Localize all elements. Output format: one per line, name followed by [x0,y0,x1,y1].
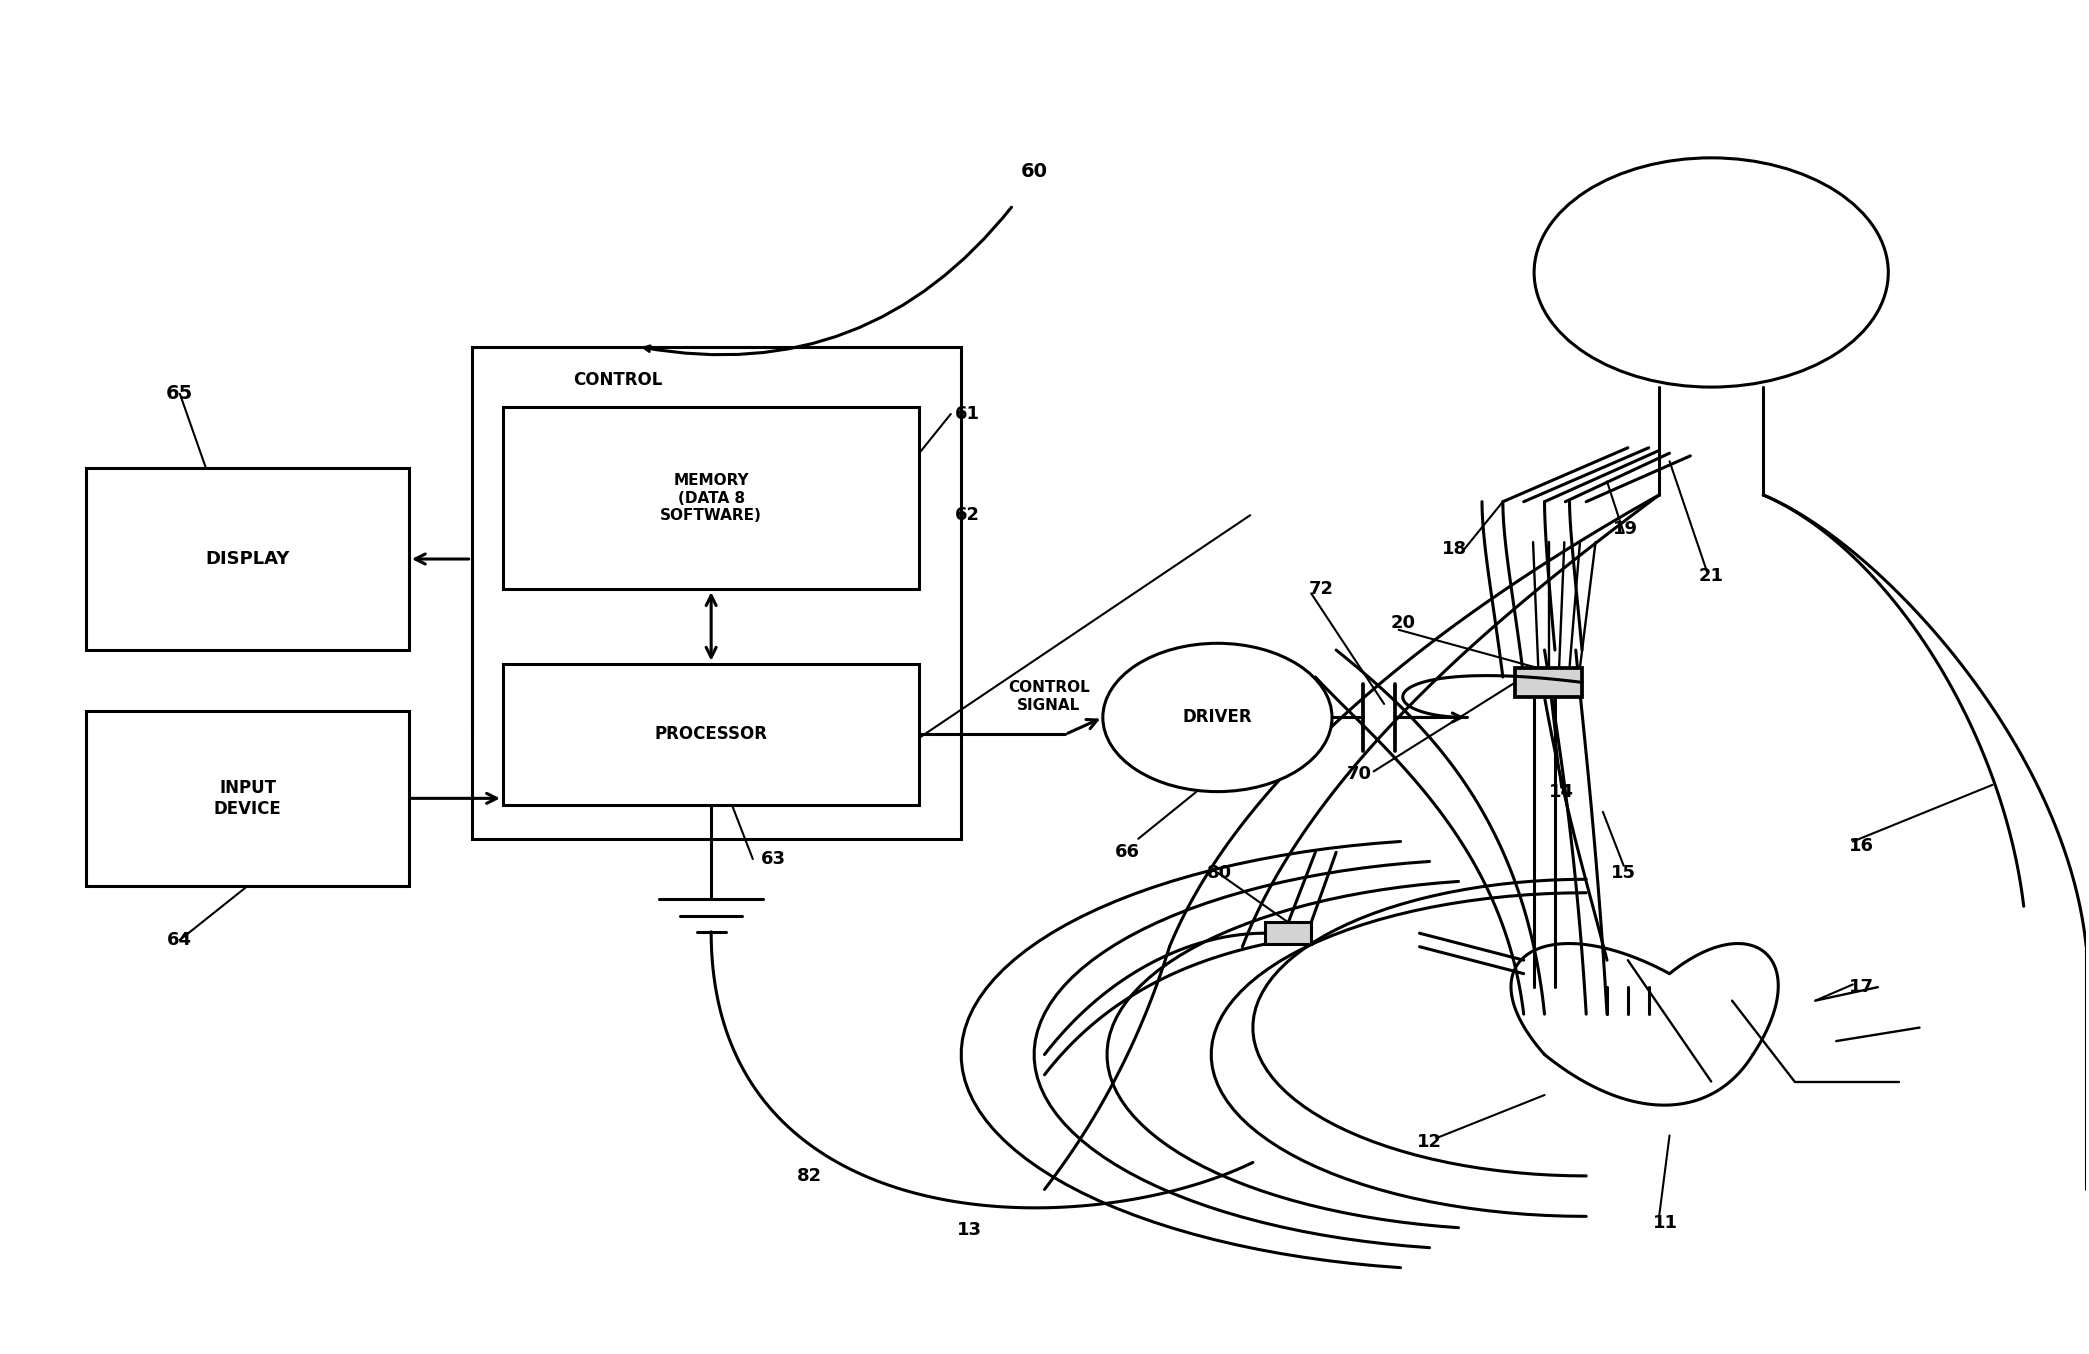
Text: 61: 61 [955,405,980,422]
Text: 80: 80 [1207,864,1233,881]
Text: 21: 21 [1698,567,1723,585]
Text: 20: 20 [1391,615,1416,632]
Text: 18: 18 [1441,540,1466,558]
Text: 72: 72 [1310,581,1335,598]
Text: 11: 11 [1652,1215,1677,1232]
Text: MEMORY
(DATA 8
SOFTWARE): MEMORY (DATA 8 SOFTWARE) [660,474,762,523]
Text: 63: 63 [760,850,785,868]
FancyBboxPatch shape [1515,668,1581,697]
Text: 16: 16 [1849,837,1874,854]
Text: 70: 70 [1347,765,1372,783]
Text: PROCESSOR: PROCESSOR [654,726,767,743]
Text: INPUT
DEVICE: INPUT DEVICE [213,779,282,818]
Text: 82: 82 [796,1167,821,1185]
Text: 65: 65 [167,385,194,403]
Text: 62: 62 [955,506,980,524]
Text: 66: 66 [1116,844,1141,861]
Text: DRIVER: DRIVER [1182,708,1251,727]
Text: 19: 19 [1613,520,1638,538]
Text: 60: 60 [1022,162,1047,181]
Text: CONTROL: CONTROL [572,371,662,390]
Text: 12: 12 [1418,1133,1441,1151]
Circle shape [1103,643,1333,792]
FancyBboxPatch shape [1266,922,1312,944]
Text: 17: 17 [1849,978,1874,997]
FancyBboxPatch shape [503,408,919,589]
Circle shape [1533,158,1888,387]
Text: CONTROL
SIGNAL: CONTROL SIGNAL [1007,680,1090,712]
FancyBboxPatch shape [472,347,961,839]
Text: 14: 14 [1548,783,1573,800]
FancyBboxPatch shape [503,663,919,806]
Text: 64: 64 [167,932,192,949]
FancyBboxPatch shape [86,711,409,886]
FancyBboxPatch shape [86,468,409,650]
Text: 13: 13 [957,1221,982,1239]
Text: 15: 15 [1611,864,1636,881]
Text: DISPLAY: DISPLAY [205,550,290,569]
